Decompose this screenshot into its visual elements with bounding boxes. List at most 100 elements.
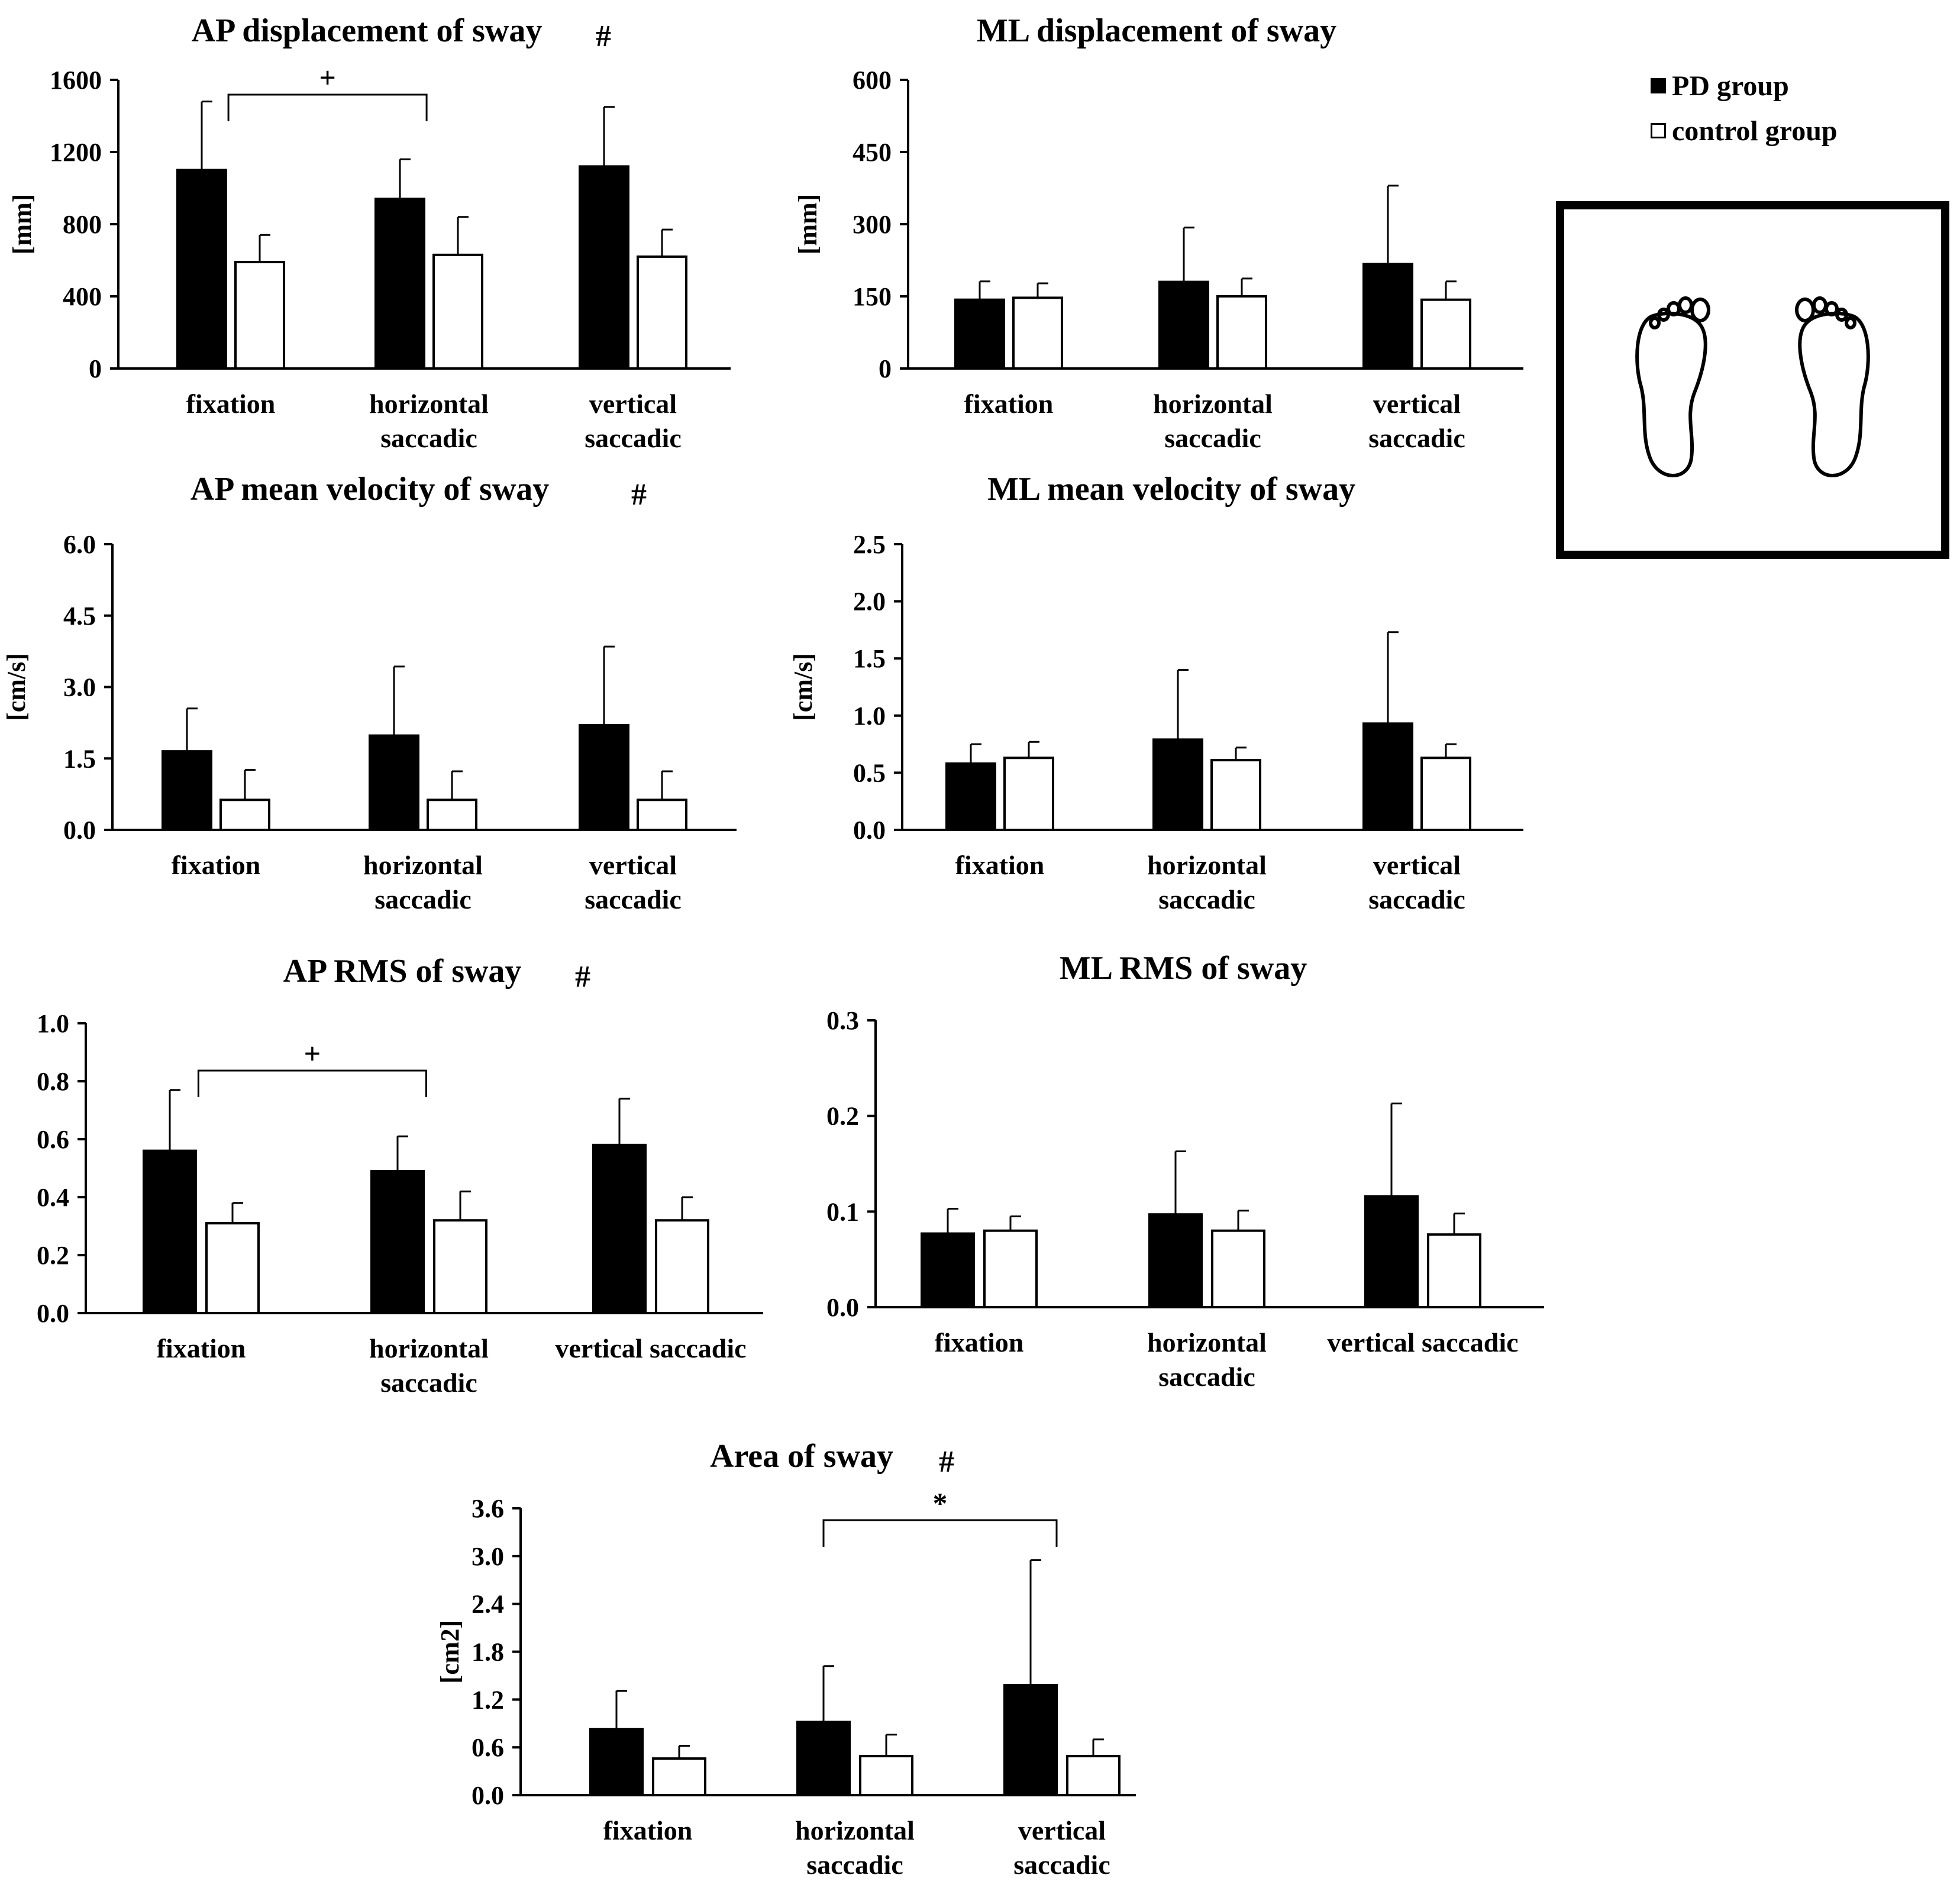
panel-3-title: AP mean velocity of sway [190,471,550,508]
panel-4-category-label-2: horizontal [1147,850,1267,880]
panel-3-title-marker: # [631,478,647,512]
panel-3-y-tick-label: 6.0 [63,530,96,559]
panel-5-bar-control-2 [433,1219,487,1314]
panel-2-y-tick-label: 450 [853,138,892,167]
panel-7-y-tick-label: 1.2 [472,1685,504,1714]
panel-2-bar-control-3 [1420,298,1471,370]
panel-5-bar-pd-3 [592,1143,647,1315]
panel-1-bar-control-3 [637,255,687,370]
panel-3-category-label-2: horizontal [363,850,483,880]
panel-1-significance-bracket [227,93,428,121]
panel-4-y-tick-label: 2.5 [853,530,886,559]
panel-3-bar-control-3 [637,799,687,832]
panel-4-ylabel: [cm/s] [789,653,818,721]
panel-4-bar-control-2 [1210,759,1261,831]
panel-4-y-tick-label: 0.5 [853,758,886,787]
panel-3-y-tick-label: 0.0 [63,816,96,845]
panel-6-bar-control-2 [1211,1229,1265,1309]
panel-5-bar-pd-1 [143,1149,197,1314]
panel-1-category-label-3: saccadic [585,423,682,453]
panel-1-bar-pd-3 [579,165,629,370]
panel-4-y-tick-label: 0.0 [853,816,886,845]
panel-4-bar-pd-2 [1152,738,1203,831]
panel-3-category-label-2: saccadic [374,884,472,914]
panel-7-y-tick-label: 0.0 [472,1781,504,1810]
panel-1-ylabel: [mm] [8,194,37,255]
panel-1-y-tick-label: 400 [63,282,102,311]
panel-6-bar-pd-1 [921,1232,975,1308]
panel-1-title: AP displacement of sway [192,12,543,49]
panel-1-y-tick-label: 1600 [50,66,102,95]
panel-7-category-label-2: saccadic [806,1850,903,1880]
panel-5-bar-control-3 [655,1219,709,1314]
panel-6-category-label-2: saccadic [1158,1362,1255,1392]
panel-5-category-label-2: saccadic [380,1368,477,1398]
panel-4-title: ML mean velocity of sway [987,471,1355,508]
panel-3-y-tick-label: 3.0 [63,673,96,702]
panel-5-category-label-1: fixation [157,1333,246,1363]
panel-3-y-tick-label: 4.5 [63,602,96,631]
panel-4-category-label-3: vertical [1373,850,1461,880]
panel-5-y-tick-label: 0.2 [37,1241,69,1270]
panel-6-category-label-2: horizontal [1147,1327,1267,1357]
panel-6-y-tick-label: 0.2 [826,1102,859,1131]
panel-7-bar-pd-1 [589,1728,644,1797]
panel-6-title: ML RMS of sway [1060,950,1307,987]
panel-7-y-tick-label: 3.0 [472,1542,504,1571]
panel-4-category-label-1: fixation [955,850,1045,880]
legend-label-control: control group [1672,115,1838,147]
panel-3-bar-pd-1 [162,750,212,832]
panel-7-ylabel: [cm2] [435,1620,464,1684]
panel-2-category-label-2: horizontal [1153,389,1273,419]
panel-2-bar-pd-1 [954,298,1005,370]
panel-5-y-tick-label: 0.0 [37,1299,69,1328]
panel-4-y-tick-label: 2.0 [853,587,886,616]
panel-1-bar-control-2 [432,253,483,370]
legend-item-pd: PD group [1651,66,1838,105]
panel-4-category-label-2: saccadic [1158,884,1255,914]
legend: PD group control group [1651,66,1838,156]
legend-swatch-pd [1651,78,1666,93]
panel-4-bar-control-3 [1420,757,1471,832]
panel-2-category-label-1: fixation [964,389,1054,419]
panel-2-title: ML displacement of sway [977,12,1336,49]
panel-3-category-label-3: vertical [589,850,677,880]
panel-1-y-tick-label: 800 [63,210,102,239]
panel-6-bar-pd-3 [1364,1195,1419,1309]
panel-2-y-tick-label: 300 [853,210,892,239]
panel-7-title-marker: # [939,1445,954,1479]
panel-5-y-tick-label: 0.4 [37,1183,69,1212]
panel-7-significance-label: * [933,1486,948,1520]
panel-7-y-tick-label: 2.4 [472,1590,504,1619]
panel-4-y-tick-label: 1.5 [853,644,886,673]
panel-7-significance-bracket [822,1519,1058,1547]
panel-2-y-tick-label: 0 [879,354,892,383]
legend-label-pd: PD group [1672,70,1789,102]
panel-3-ylabel: [cm/s] [2,653,31,721]
panel-7-category-label-2: horizontal [795,1815,915,1845]
panel-6-bar-control-3 [1427,1233,1481,1308]
panel-5-y-tick-label: 0.8 [37,1067,69,1096]
panel-7-y-tick-label: 3.6 [472,1494,504,1523]
panel-1-bar-pd-1 [176,169,227,370]
panel-2-category-label-3: vertical [1373,389,1461,419]
panel-5-title-marker: # [575,960,590,994]
panel-4-category-label-3: saccadic [1368,884,1465,914]
panel-1-y-tick-label: 0 [89,354,102,383]
panel-7-bar-control-2 [859,1754,913,1796]
panel-6-bar-pd-2 [1148,1213,1203,1309]
panel-3-bar-pd-3 [579,723,629,832]
panel-4-y-tick-label: 1.0 [853,702,886,730]
panel-7-y-tick-label: 0.6 [472,1733,504,1762]
legend-item-control: control group [1651,111,1838,150]
panel-6-category-label-3: vertical saccadic [1327,1327,1518,1357]
panel-7-category-label-3: vertical [1018,1815,1106,1845]
panel-5-bar-pd-2 [370,1169,425,1315]
panel-5-significance-bracket [197,1069,427,1097]
panel-2-ylabel: [mm] [793,194,822,255]
panel-5-bar-control-1 [205,1222,260,1315]
panel-5-title: AP RMS of sway [283,953,522,990]
panel-6-y-tick-label: 0.0 [826,1293,859,1322]
panel-6-y-tick-label: 0.1 [826,1197,859,1226]
panel-2-category-label-3: saccadic [1368,423,1465,453]
